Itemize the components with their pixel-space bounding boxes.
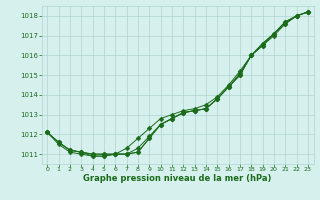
X-axis label: Graphe pression niveau de la mer (hPa): Graphe pression niveau de la mer (hPa)	[84, 174, 272, 183]
